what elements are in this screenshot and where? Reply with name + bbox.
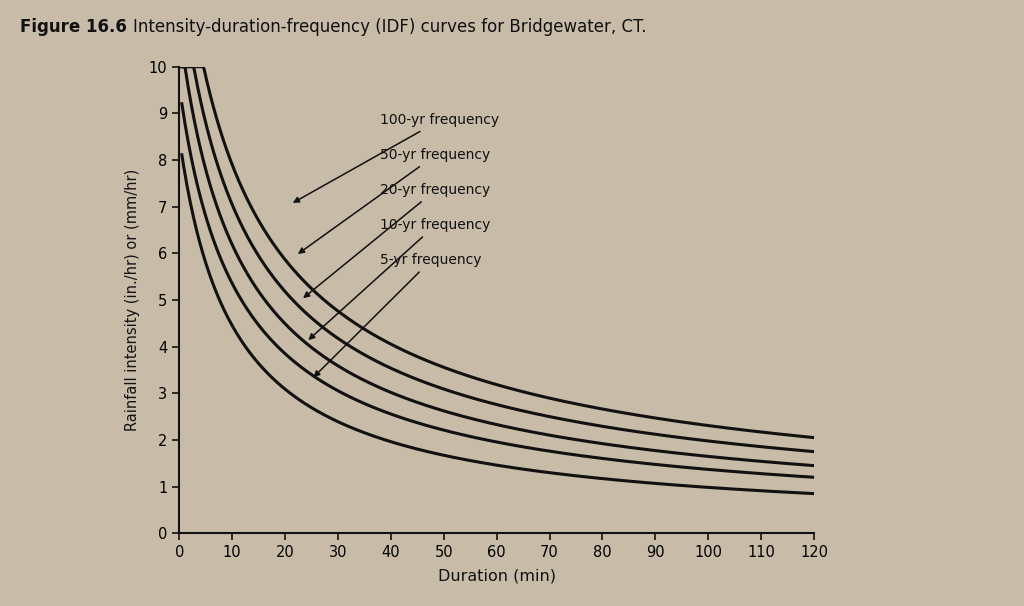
Text: 5-yr frequency: 5-yr frequency <box>314 253 481 376</box>
Text: 50-yr frequency: 50-yr frequency <box>299 148 490 253</box>
Text: 100-yr frequency: 100-yr frequency <box>294 113 500 202</box>
Text: 10-yr frequency: 10-yr frequency <box>309 218 490 339</box>
Text: Intensity-duration-frequency (IDF) curves for Bridgewater, CT.: Intensity-duration-frequency (IDF) curve… <box>133 18 646 36</box>
Text: 20-yr frequency: 20-yr frequency <box>304 183 490 297</box>
X-axis label: Duration (min): Duration (min) <box>437 568 556 584</box>
Text: Figure 16.6: Figure 16.6 <box>20 18 127 36</box>
Y-axis label: Rainfall intensity (in./hr) or (mm/hr): Rainfall intensity (in./hr) or (mm/hr) <box>125 169 140 431</box>
